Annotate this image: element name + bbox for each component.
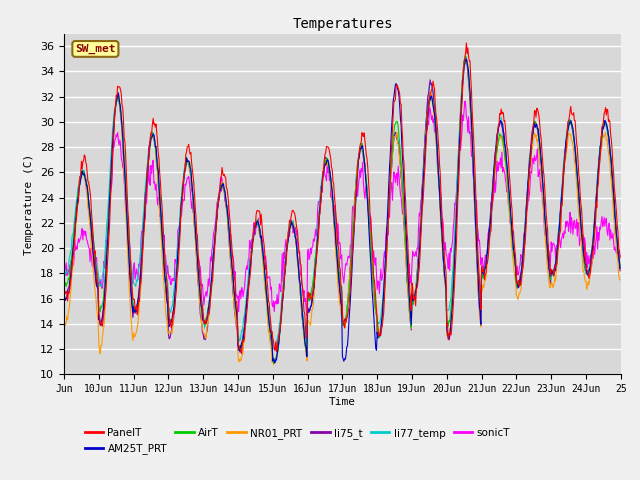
- Legend: PanelT, AM25T_PRT, AirT, NR01_PRT, li75_t, li77_temp, sonicT: PanelT, AM25T_PRT, AirT, NR01_PRT, li75_…: [81, 424, 514, 458]
- X-axis label: Time: Time: [329, 397, 356, 407]
- Y-axis label: Temperature (C): Temperature (C): [24, 154, 35, 254]
- Text: SW_met: SW_met: [75, 44, 116, 54]
- Title: Temperatures: Temperatures: [292, 17, 393, 31]
